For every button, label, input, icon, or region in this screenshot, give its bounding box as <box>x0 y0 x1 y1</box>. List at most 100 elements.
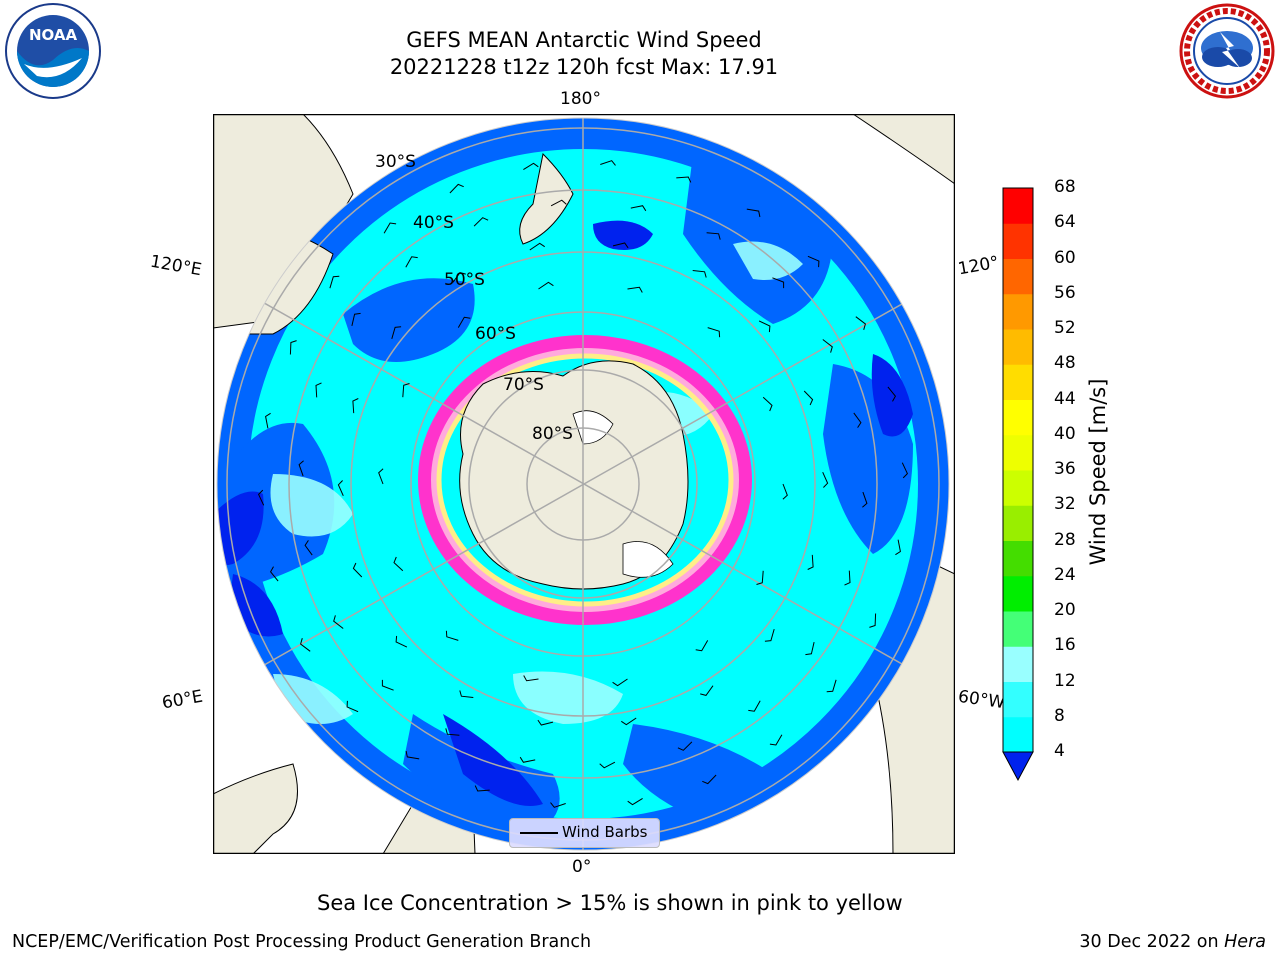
lon-label-180: 180° <box>560 89 601 109</box>
wind-barb-legend-line <box>520 832 558 834</box>
colorbar-bin <box>1003 646 1033 682</box>
wind-barb <box>352 398 359 414</box>
wind-barb <box>269 566 279 582</box>
lon-label-0: 0° <box>572 857 592 877</box>
map-title: GEFS MEAN Antarctic Wind Speed <box>406 28 762 52</box>
antarctica <box>459 360 689 590</box>
sea-ice-edge <box>418 335 752 625</box>
wind-barb <box>449 183 464 194</box>
noaa-logo-text: NOAA <box>29 26 78 44</box>
wind-barb <box>895 539 901 556</box>
map-border <box>213 114 955 854</box>
colorbar-bin <box>1003 329 1033 365</box>
wind-barb <box>474 785 490 792</box>
wind-barb <box>758 320 771 333</box>
wind-barb <box>298 460 304 477</box>
lat-label-30s: 30°S <box>375 152 416 172</box>
colorbar-tick-label: 40 <box>1054 423 1076 444</box>
colorbar-tick-label: 44 <box>1054 388 1076 409</box>
colorbar <box>1002 187 1034 782</box>
lat-label-80s: 80°S <box>532 424 573 444</box>
colorbar-tick-label: 36 <box>1054 459 1076 479</box>
wind-barb <box>289 340 297 355</box>
colorbar-bin <box>1003 258 1033 295</box>
wind-barb <box>523 162 539 171</box>
wind-barb <box>822 471 829 488</box>
wind-barb <box>707 327 721 338</box>
wind-barb <box>621 717 637 726</box>
wind-barb <box>772 277 785 289</box>
colorbar-bin <box>1003 681 1033 718</box>
wind-barb <box>677 741 693 751</box>
wind-barb <box>378 468 384 485</box>
wind-barb <box>402 383 410 398</box>
colorbar-bin <box>1003 716 1033 753</box>
wind-barb <box>855 316 866 330</box>
wind-barb <box>452 272 466 283</box>
wind-barb <box>304 540 313 556</box>
colorbar-tick-label: 24 <box>1054 564 1076 585</box>
wind-barb <box>457 316 471 328</box>
wind-barb <box>352 562 363 578</box>
colorbar-tick-label: 8 <box>1054 705 1065 726</box>
wind-barb <box>627 797 643 806</box>
wind-barb <box>405 750 420 760</box>
colorbar-tick-label: 20 <box>1054 600 1076 620</box>
colorbar-bin <box>1003 540 1033 577</box>
wind-barb-legend-label: Wind Barbs <box>562 823 648 841</box>
new-zealand <box>519 152 574 245</box>
colorbar-bin <box>1003 399 1033 436</box>
wind-barb <box>393 556 404 572</box>
lon-label-60e: 60°E <box>160 686 205 714</box>
colorbar-tick-label: 48 <box>1054 353 1076 374</box>
wind-barb <box>529 242 545 251</box>
wind-barb <box>807 554 814 570</box>
wind-barb <box>519 756 536 763</box>
lon-label-120w: 120° <box>956 252 1001 280</box>
colorbar-bin <box>1003 434 1033 471</box>
wind-barb <box>630 205 647 212</box>
wind-barb <box>782 483 788 500</box>
wind-barb <box>803 390 814 406</box>
wind-barb <box>901 462 908 479</box>
graticule <box>217 118 949 850</box>
wind-barb <box>405 256 418 268</box>
wind-barb <box>265 412 271 429</box>
wind-barbs <box>258 160 908 808</box>
wind-barb <box>826 679 837 693</box>
wind-barb <box>300 638 311 652</box>
map-subtitle: 20221228 t12z 120h fcst Max: 17.91 <box>389 55 779 79</box>
colorbar-tick-label: 60 <box>1054 247 1076 268</box>
wind-barb <box>538 281 554 290</box>
footer-credit: NCEP/EMC/Verification Post Processing Pr… <box>12 932 592 952</box>
colorbar-tick-label: 16 <box>1054 635 1076 656</box>
wind-barb <box>599 761 616 769</box>
nws-logo <box>1179 3 1275 99</box>
lat-label-70s: 70°S <box>503 375 544 395</box>
noaa-logo: NOAA <box>5 3 101 99</box>
lat-label-40s: 40°S <box>413 213 454 233</box>
wind-barb <box>702 774 717 785</box>
wind-barb <box>333 615 344 629</box>
colorbar-bin <box>1003 364 1033 400</box>
lat-label-60s: 60°S <box>475 324 516 344</box>
wind-barb <box>887 386 897 402</box>
wind-contour-darkblue <box>217 220 913 806</box>
colorbar-tick-label: 68 <box>1054 177 1076 197</box>
colorbar-tick-label: 64 <box>1054 212 1076 233</box>
colorbar-bin <box>1003 575 1033 612</box>
wind-barb <box>351 312 361 327</box>
colorbar-bin <box>1003 505 1033 541</box>
wind-barb <box>600 160 616 166</box>
lon-label-120e: 120°E <box>148 251 204 281</box>
wind-barb <box>612 242 629 249</box>
colorbar-bin <box>1003 293 1033 330</box>
wind-barb <box>822 339 833 353</box>
wind-barb <box>746 208 761 218</box>
wind-barb <box>869 613 877 628</box>
colorbar-tick-label: 32 <box>1054 494 1076 515</box>
wind-barb <box>764 628 775 642</box>
colorbar-tick-label: 56 <box>1054 282 1076 303</box>
wind-barb <box>329 275 340 289</box>
wind-barb <box>676 176 692 183</box>
